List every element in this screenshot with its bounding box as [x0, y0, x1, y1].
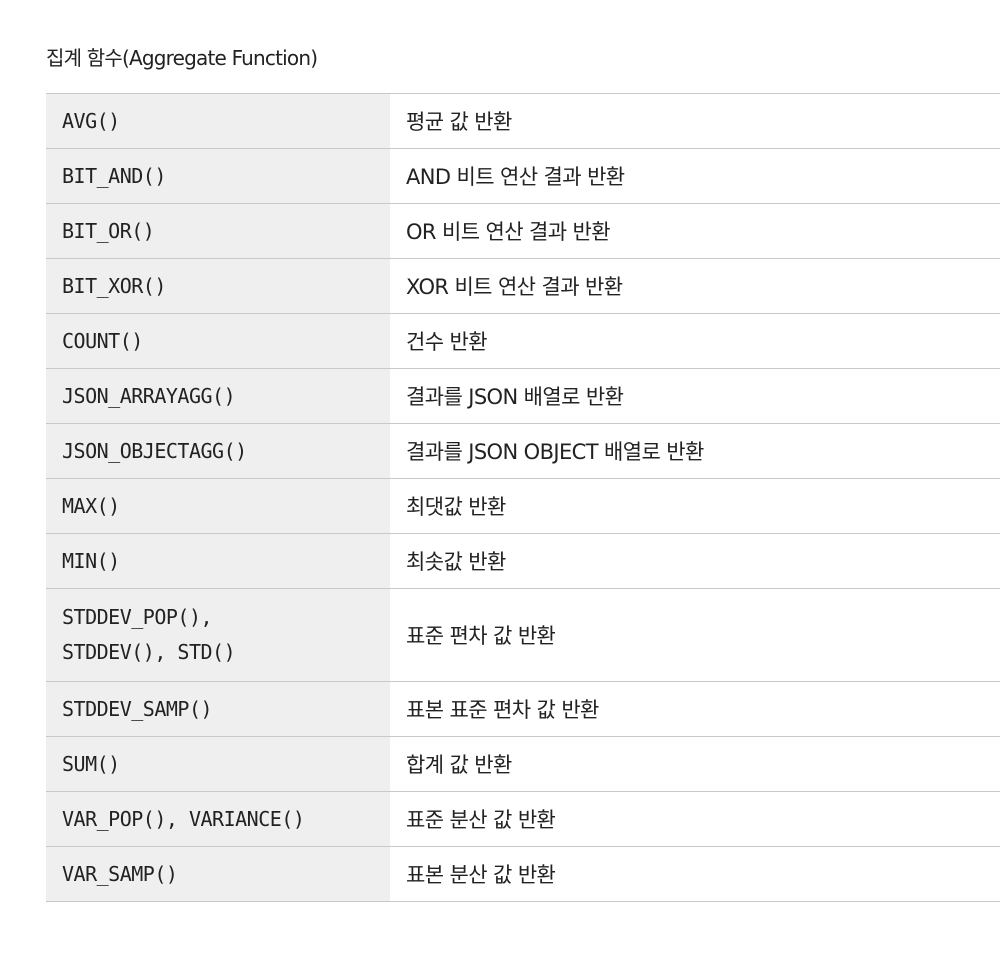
function-description-cell: 평균 값 반환 — [390, 93, 1000, 149]
function-description-cell: 합계 값 반환 — [390, 736, 1000, 792]
table-row: VAR_SAMP() 표본 분산 값 반환 — [46, 846, 1000, 902]
table-row: AVG() 평균 값 반환 — [46, 93, 1000, 149]
table-caption: 집계 함수(Aggregate Function) — [46, 46, 318, 70]
function-name-cell: JSON_ARRAYAGG() — [46, 368, 390, 424]
function-name-cell: COUNT() — [46, 313, 390, 369]
function-name-cell: VAR_POP(), VARIANCE() — [46, 791, 390, 847]
table-row: MIN() 최솟값 반환 — [46, 533, 1000, 589]
table-row: BIT_XOR() XOR 비트 연산 결과 반환 — [46, 258, 1000, 314]
function-description-cell: 표준 분산 값 반환 — [390, 791, 1000, 847]
function-name-cell: VAR_SAMP() — [46, 846, 390, 902]
function-description-cell: 최솟값 반환 — [390, 533, 1000, 589]
function-name-cell: BIT_AND() — [46, 148, 390, 204]
function-description-cell: 최댓값 반환 — [390, 478, 1000, 534]
function-description-cell: 결과를 JSON OBJECT 배열로 반환 — [390, 423, 1000, 479]
table-row: BIT_AND() AND 비트 연산 결과 반환 — [46, 148, 1000, 204]
table-row: STDDEV_SAMP() 표본 표준 편차 값 반환 — [46, 681, 1000, 737]
function-description-cell: OR 비트 연산 결과 반환 — [390, 203, 1000, 259]
table-row: COUNT() 건수 반환 — [46, 313, 1000, 369]
function-name-cell: SUM() — [46, 736, 390, 792]
function-name-cell: MAX() — [46, 478, 390, 534]
table-row: STDDEV_POP(), STDDEV(), STD() 표준 편차 값 반환 — [46, 588, 1000, 682]
table-row: JSON_ARRAYAGG() 결과를 JSON 배열로 반환 — [46, 368, 1000, 424]
function-description-cell: XOR 비트 연산 결과 반환 — [390, 258, 1000, 314]
function-description-cell: 결과를 JSON 배열로 반환 — [390, 368, 1000, 424]
table-row: MAX() 최댓값 반환 — [46, 478, 1000, 534]
function-name-line: STDDEV_POP(), — [62, 605, 213, 629]
table-row: SUM() 합계 값 반환 — [46, 736, 1000, 792]
function-name-cell: STDDEV_POP(), STDDEV(), STD() — [46, 588, 390, 682]
function-description-cell: 표본 표준 편차 값 반환 — [390, 681, 1000, 737]
table-row: BIT_OR() OR 비트 연산 결과 반환 — [46, 203, 1000, 259]
function-name-cell: MIN() — [46, 533, 390, 589]
function-name-cell: BIT_OR() — [46, 203, 390, 259]
function-description-cell: 건수 반환 — [390, 313, 1000, 369]
function-name-cell: AVG() — [46, 93, 390, 149]
aggregate-function-table: AVG() 평균 값 반환 BIT_AND() AND 비트 연산 결과 반환 … — [46, 93, 1000, 902]
function-name-cell: JSON_OBJECTAGG() — [46, 423, 390, 479]
function-description-cell: 표준 편차 값 반환 — [390, 588, 1000, 682]
function-name-line: STDDEV(), STD() — [62, 640, 236, 664]
function-description-cell: 표본 분산 값 반환 — [390, 846, 1000, 902]
function-description-cell: AND 비트 연산 결과 반환 — [390, 148, 1000, 204]
function-name-cell: BIT_XOR() — [46, 258, 390, 314]
table-row: VAR_POP(), VARIANCE() 표준 분산 값 반환 — [46, 791, 1000, 847]
table-row: JSON_OBJECTAGG() 결과를 JSON OBJECT 배열로 반환 — [46, 423, 1000, 479]
function-name-cell: STDDEV_SAMP() — [46, 681, 390, 737]
